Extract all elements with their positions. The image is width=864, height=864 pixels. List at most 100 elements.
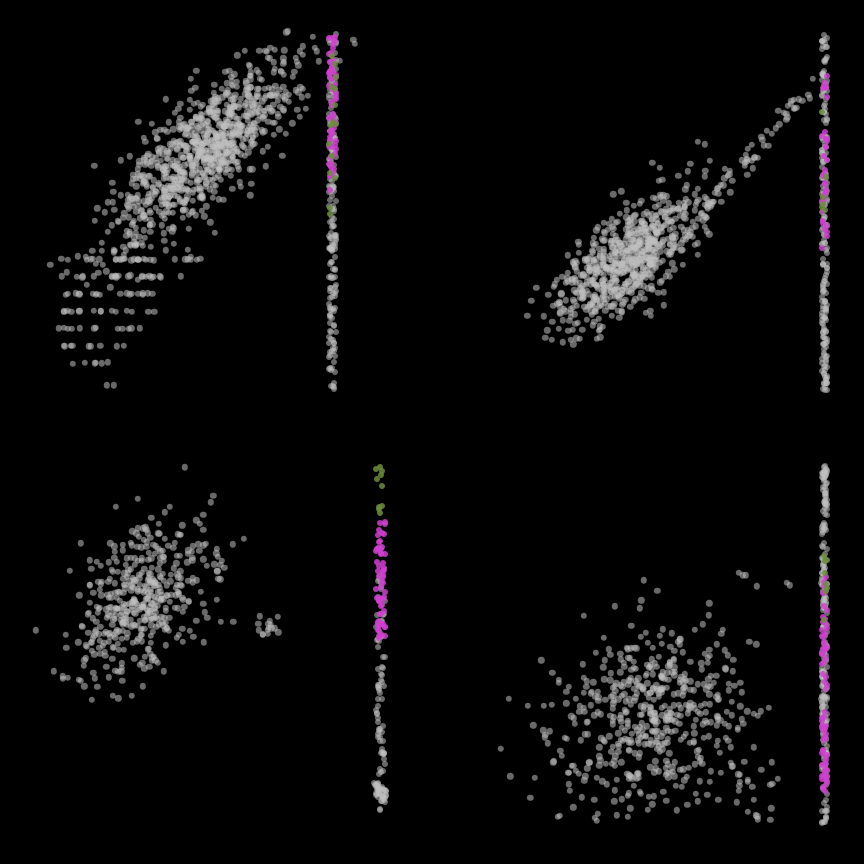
- data-point: [51, 668, 57, 674]
- data-point: [628, 623, 634, 629]
- data-point: [823, 307, 829, 313]
- data-point: [565, 252, 571, 258]
- data-point: [701, 141, 707, 147]
- data-point: [230, 541, 236, 547]
- data-point: [211, 81, 217, 87]
- data-point: [573, 302, 579, 308]
- data-point: [769, 780, 775, 786]
- data-point: [718, 769, 724, 775]
- data-point: [376, 687, 382, 693]
- data-point: [88, 639, 94, 645]
- data-point: [63, 291, 69, 297]
- data-point: [541, 313, 547, 319]
- data-point: [162, 607, 168, 613]
- data-point: [695, 252, 701, 258]
- data-point: [572, 321, 578, 327]
- data-point: [549, 701, 555, 707]
- data-point: [200, 527, 206, 533]
- data-point: [744, 172, 750, 178]
- data-point: [820, 261, 826, 267]
- data-point: [820, 283, 826, 289]
- data-point: [563, 689, 569, 695]
- data-point: [94, 684, 100, 690]
- data-point: [104, 359, 110, 365]
- data-point: [659, 177, 665, 183]
- data-point: [671, 691, 677, 697]
- data-point: [380, 580, 386, 586]
- data-point: [139, 638, 145, 644]
- data-point: [533, 285, 539, 291]
- data-point: [580, 689, 586, 695]
- data-point: [611, 798, 617, 804]
- data-point: [591, 797, 597, 803]
- data-point: [333, 329, 339, 335]
- data-point: [89, 248, 95, 254]
- data-point: [820, 334, 826, 340]
- data-point: [725, 737, 731, 743]
- data-point: [147, 535, 153, 541]
- data-point: [631, 659, 637, 665]
- data-point: [638, 597, 644, 603]
- data-point: [819, 368, 825, 374]
- data-point: [755, 154, 761, 160]
- data-point: [823, 359, 829, 365]
- data-point: [69, 326, 75, 332]
- data-point: [683, 236, 689, 242]
- data-point: [627, 805, 633, 811]
- data-point: [612, 763, 618, 769]
- data-point: [818, 696, 824, 702]
- data-point: [117, 192, 123, 198]
- data-point: [551, 758, 557, 764]
- data-point: [625, 814, 631, 820]
- data-point: [351, 40, 357, 46]
- data-point: [332, 267, 338, 273]
- data-point: [211, 561, 217, 567]
- data-point: [161, 535, 167, 541]
- data-point: [820, 85, 826, 91]
- data-point: [382, 589, 388, 595]
- data-point: [819, 661, 825, 667]
- data-point: [140, 227, 146, 233]
- data-point: [328, 161, 334, 167]
- data-point: [247, 192, 253, 198]
- data-point: [683, 774, 689, 780]
- data-point: [823, 588, 829, 594]
- data-point: [166, 503, 172, 509]
- data-point: [819, 245, 825, 251]
- data-point: [377, 520, 383, 526]
- data-point: [116, 218, 122, 224]
- data-point: [76, 592, 82, 598]
- data-point: [128, 325, 134, 331]
- data-point: [706, 612, 712, 618]
- data-point: [729, 712, 735, 718]
- data-point: [524, 312, 530, 318]
- data-point: [175, 106, 181, 112]
- data-point: [819, 527, 825, 533]
- data-point: [87, 599, 93, 605]
- data-point: [718, 631, 724, 637]
- data-point: [729, 178, 735, 184]
- data-point: [327, 246, 333, 252]
- data-point: [379, 483, 385, 489]
- data-point: [663, 684, 669, 690]
- data-point: [821, 478, 827, 484]
- data-point: [822, 631, 828, 637]
- data-point: [562, 297, 568, 303]
- data-point: [753, 641, 759, 647]
- data-point: [751, 744, 757, 750]
- data-point: [375, 719, 381, 725]
- data-point: [379, 602, 385, 608]
- data-point: [624, 207, 630, 213]
- data-point: [620, 299, 626, 305]
- data-point: [607, 651, 613, 657]
- data-point: [546, 728, 552, 734]
- data-point: [192, 84, 198, 90]
- data-point: [217, 176, 223, 182]
- data-point: [379, 544, 385, 550]
- data-point: [676, 721, 682, 727]
- data-point: [660, 289, 666, 295]
- data-point: [173, 560, 179, 566]
- data-point: [638, 791, 644, 797]
- data-point: [822, 57, 828, 63]
- data-point: [376, 504, 382, 510]
